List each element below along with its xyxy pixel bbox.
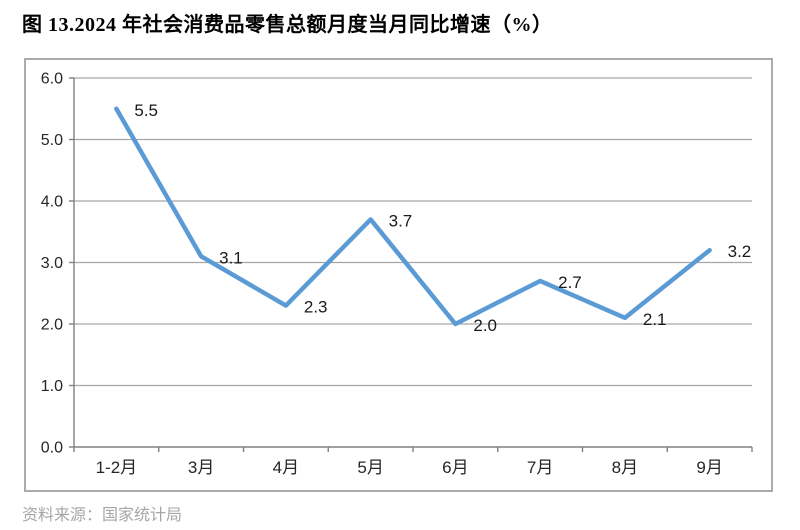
y-axis-label: 6.0 <box>41 71 63 88</box>
y-axis-label: 2.0 <box>41 317 63 334</box>
y-axis-label: 3.0 <box>41 255 63 272</box>
data-label: 3.1 <box>219 248 243 267</box>
y-axis-label: 4.0 <box>41 194 63 211</box>
data-label: 3.7 <box>389 211 413 230</box>
x-axis-label: 7月 <box>527 458 553 477</box>
data-label: 5.5 <box>134 101 158 120</box>
x-axis-label: 8月 <box>612 458 638 477</box>
x-axis-label: 4月 <box>273 458 299 477</box>
chart-area: 0.0 1.0 2.0 3.0 4.0 5.0 6.0 1-2月 3月 4月 5月 6月 7月 8月 9月 5… <box>24 58 773 492</box>
x-axis-label: 3月 <box>188 458 214 477</box>
data-label: 2.3 <box>304 298 328 317</box>
x-axis-label: 9月 <box>696 458 722 477</box>
line-chart: 0.0 1.0 2.0 3.0 4.0 5.0 6.0 1-2月 3月 4月 5月 6月 7月 8月 9月 5… <box>41 71 753 477</box>
y-axis-label: 5.0 <box>41 132 63 149</box>
series-line <box>114 106 712 327</box>
x-axis-label: 1-2月 <box>96 458 138 477</box>
data-label: 2.0 <box>473 316 497 335</box>
y-axis-label: 0.0 <box>41 440 63 457</box>
source-note: 资料来源：国家统计局 <box>22 507 183 524</box>
x-axis-label: 5月 <box>357 458 383 477</box>
y-axis-label: 1.0 <box>41 378 63 395</box>
data-label: 2.1 <box>643 310 667 329</box>
x-axis-label: 6月 <box>442 458 468 477</box>
figure-title: 图 13.2024 年社会消费品零售总额月度当月同比增速（%） <box>22 14 553 36</box>
data-label: 2.7 <box>558 273 582 292</box>
data-label: 3.2 <box>728 242 752 261</box>
